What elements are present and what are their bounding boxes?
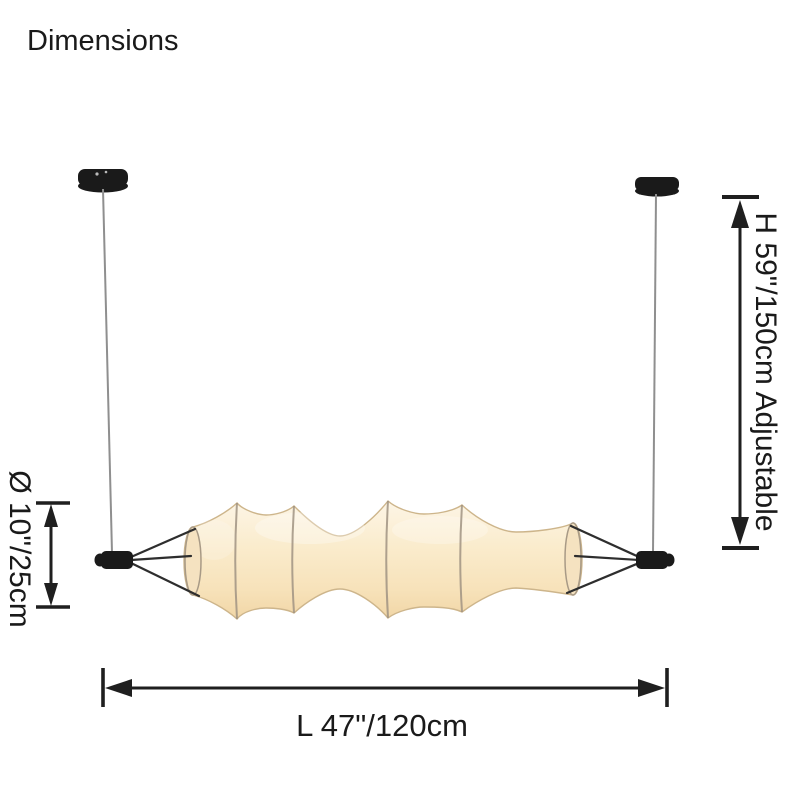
ceiling-canopy-left — [78, 169, 128, 193]
height-arrowhead-up — [731, 200, 749, 228]
shade-highlight — [255, 512, 365, 544]
suspension-wire-right — [652, 193, 657, 554]
shade-seam — [291, 505, 295, 614]
canopy-left-body — [78, 169, 128, 186]
height-dimension — [722, 195, 759, 550]
strut-set-right — [565, 524, 641, 595]
strut-set-left — [129, 527, 201, 598]
length-dimension — [101, 668, 669, 707]
diameter-dimension-label: Ø 10"/25cm — [3, 470, 36, 627]
end-cap-left-body — [101, 551, 133, 569]
strut-lower-left — [129, 561, 201, 598]
shade-highlight — [192, 520, 236, 560]
length-arrowhead-left — [105, 679, 132, 697]
canopy-screw — [95, 172, 99, 176]
end-cap-right-body — [636, 551, 668, 569]
height-dimension-label: H 59"/150cm Adjustable — [749, 212, 782, 531]
shade-seams — [234, 500, 463, 620]
strut-lower-right — [565, 561, 641, 595]
strut-upper-right — [569, 524, 641, 559]
strut-middle-left — [129, 554, 193, 562]
canopy-right-body — [635, 177, 679, 191]
shade-rim-right — [564, 522, 582, 596]
end-cap-right — [636, 551, 675, 569]
strut-middle-right — [573, 554, 641, 562]
shade-seam — [234, 502, 238, 620]
length-arrowhead-right — [638, 679, 665, 697]
strut-upper-left — [129, 527, 197, 559]
suspension-wire-left — [102, 188, 113, 554]
shade-seam — [459, 504, 463, 613]
ceiling-canopy-right — [635, 177, 679, 197]
height-arrowhead-down — [731, 517, 749, 545]
length-dimension-label: L 47"/120cm — [296, 708, 468, 743]
shade-rim-left — [184, 526, 202, 596]
canopy-screw — [104, 170, 108, 174]
shade-highlight — [392, 516, 488, 544]
diameter-arrowhead-up — [44, 504, 58, 527]
diameter-arrowhead-down — [44, 583, 58, 606]
page-title: Dimensions — [27, 25, 179, 57]
lamp-shade-body — [183, 499, 583, 621]
end-cap-left — [94, 551, 133, 569]
diameter-dimension — [36, 501, 70, 609]
shade-seam — [385, 500, 389, 619]
